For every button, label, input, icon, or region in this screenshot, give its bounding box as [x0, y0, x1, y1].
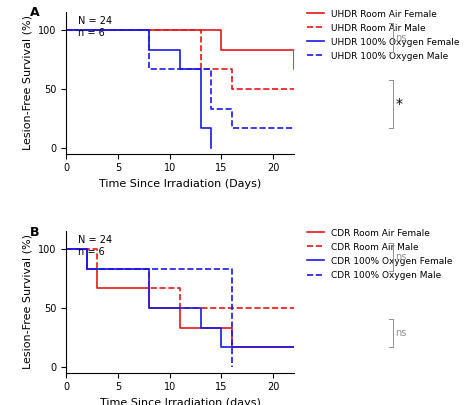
X-axis label: Time Since Irradiation (Days): Time Since Irradiation (Days) — [99, 179, 261, 189]
Text: A: A — [30, 6, 40, 19]
Y-axis label: Lesion-Free Survival (%): Lesion-Free Survival (%) — [23, 234, 33, 369]
Text: ns: ns — [395, 252, 407, 262]
Text: B: B — [30, 226, 39, 239]
Text: ns: ns — [395, 328, 407, 338]
Text: ns: ns — [395, 32, 407, 43]
Text: N = 24
n = 6: N = 24 n = 6 — [78, 235, 112, 257]
Text: N = 24
n = 6: N = 24 n = 6 — [78, 16, 112, 38]
Legend: CDR Room Air Female, CDR Room Air Male, CDR 100% Oxygen Female, CDR 100% Oxygen : CDR Room Air Female, CDR Room Air Male, … — [308, 229, 453, 280]
X-axis label: Time Since Irradiation (days): Time Since Irradiation (days) — [100, 398, 261, 405]
Legend: UHDR Room Air Female, UHDR Room Air Male, UHDR 100% Oxygen Female, UHDR 100% Oxy: UHDR Room Air Female, UHDR Room Air Male… — [308, 10, 459, 61]
Text: *: * — [395, 97, 402, 111]
Y-axis label: Lesion-Free Survival (%): Lesion-Free Survival (%) — [23, 15, 33, 150]
